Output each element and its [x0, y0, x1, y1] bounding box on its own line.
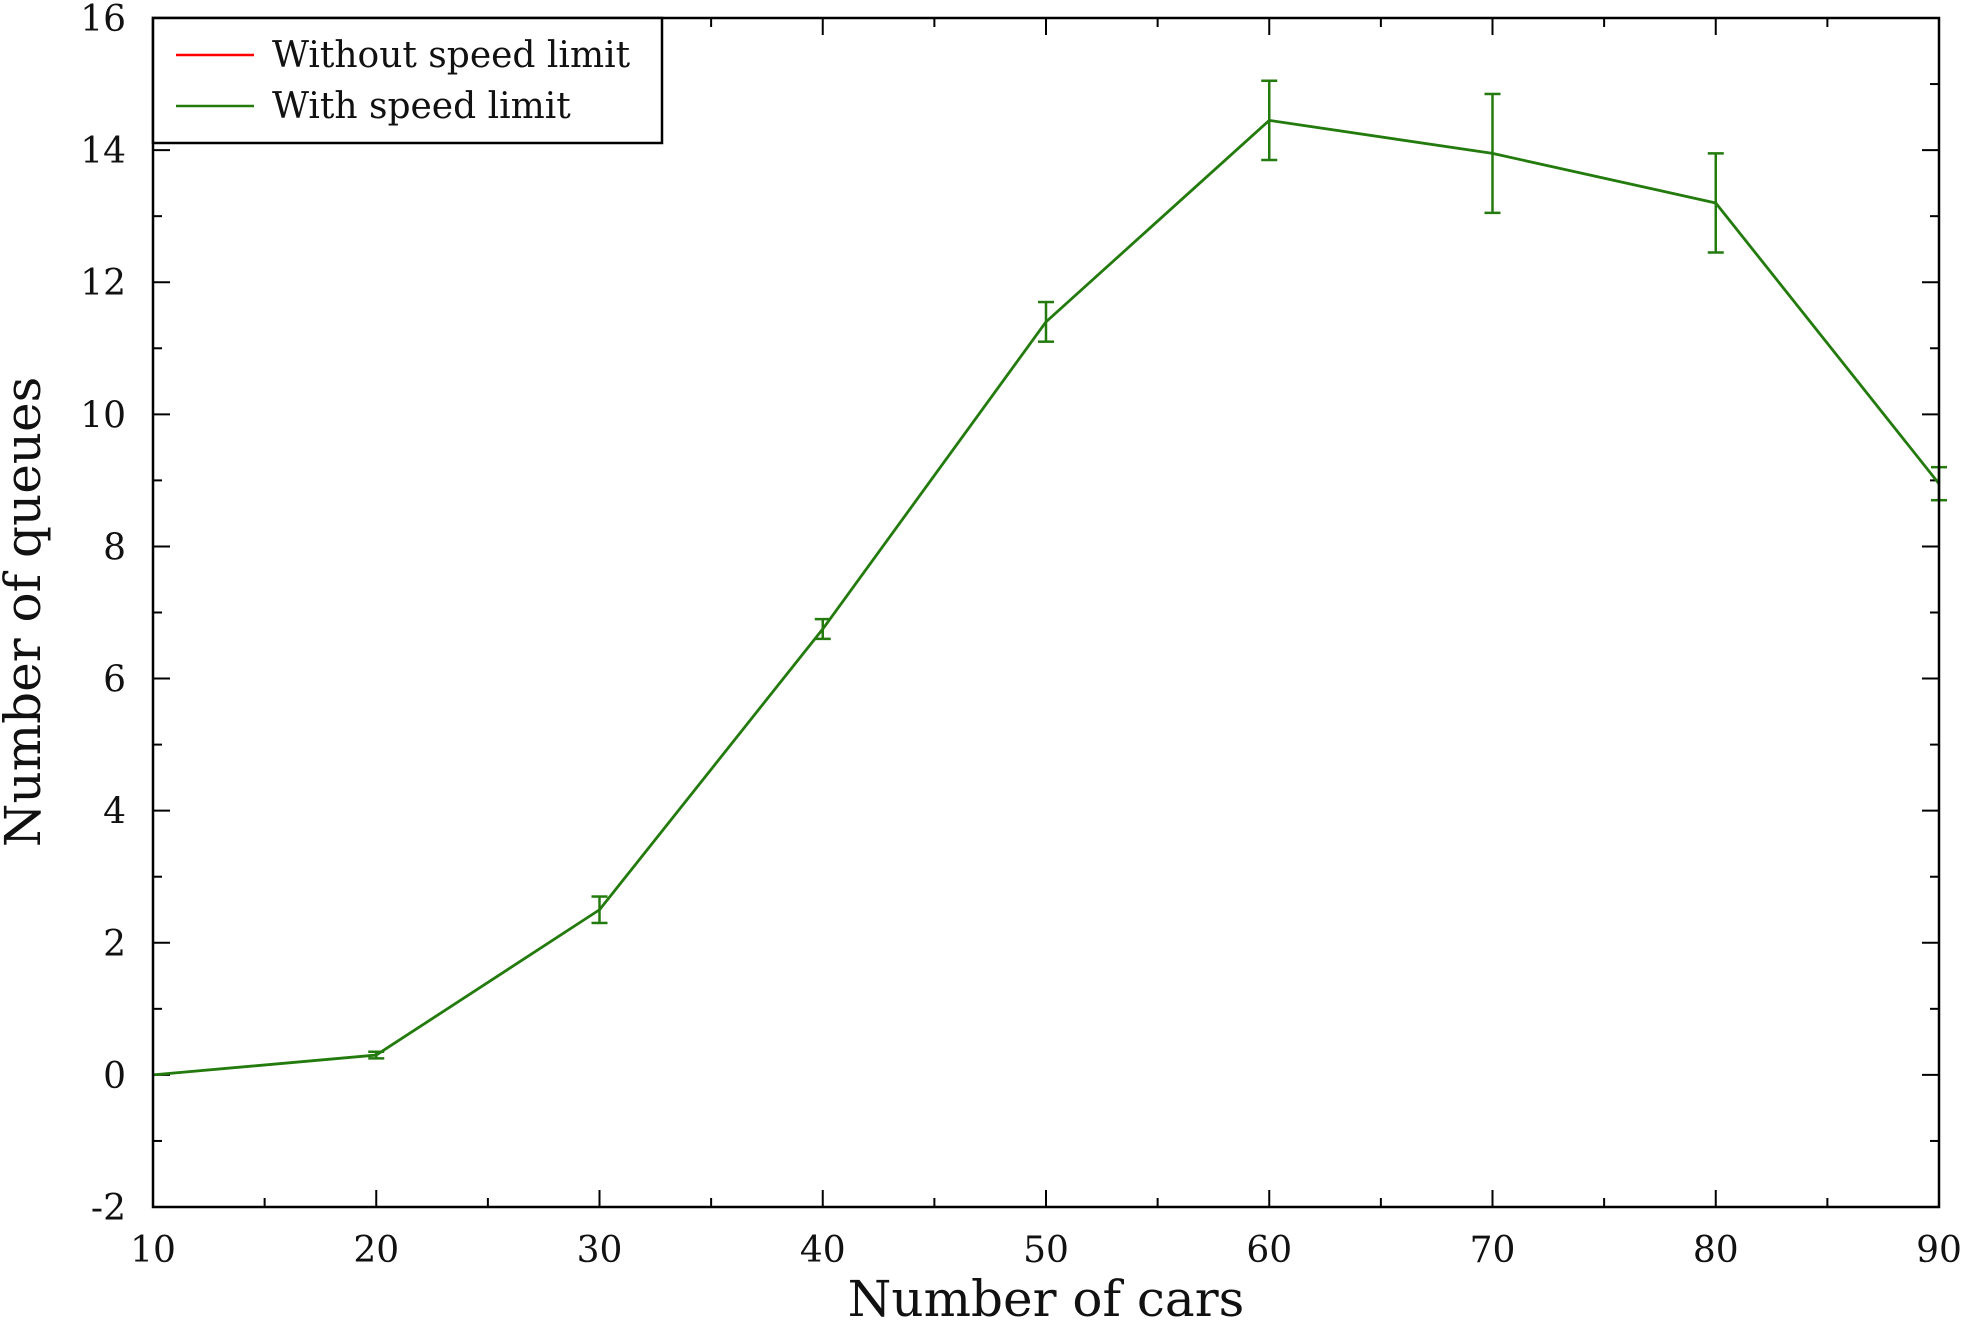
y-tick-label: 6 [103, 660, 126, 701]
x-tick-label: 40 [800, 1230, 846, 1271]
y-tick-label: 16 [80, 0, 126, 40]
y-tick-label: -2 [91, 1188, 126, 1229]
legend-box [151, 16, 664, 145]
x-tick-label: 90 [1916, 1230, 1961, 1271]
legend-label-with-speed-limit: With speed limit [272, 86, 571, 127]
legend: Without speed limit With speed limit [151, 16, 664, 145]
plot-frame [151, 16, 1941, 1209]
series-layer [152, 79, 1947, 1077]
y-tick-label: 14 [80, 131, 126, 172]
y-tick-label: 4 [103, 792, 126, 833]
tick-labels: 10 20 30 40 50 60 70 80 90 -2 0 2 4 6 8 10 12 14 16 [80, 0, 1961, 1271]
y-tick-label: 2 [103, 924, 126, 965]
x-tick-label: 70 [1470, 1230, 1516, 1271]
x-tick-label: 30 [577, 1230, 623, 1271]
x-tick-label: 50 [1023, 1230, 1069, 1271]
y-tick-label: 0 [103, 1056, 126, 1097]
series-line [152, 118, 1941, 1077]
x-axis-title: Number of cars [848, 1270, 1245, 1328]
y-tick-label: 12 [80, 263, 126, 304]
y-axis-title: Number of queues [0, 377, 52, 848]
x-tick-label: 60 [1246, 1230, 1292, 1271]
minor-ticks [153, 18, 1939, 1207]
legend-label-without-speed-limit: Without speed limit [272, 35, 631, 76]
y-tick-label: 8 [103, 527, 126, 568]
major-ticks [152, 17, 1940, 1208]
x-tick-label: 20 [353, 1230, 399, 1271]
x-tick-label: 80 [1693, 1230, 1739, 1271]
series-1 [152, 79, 1947, 1077]
y-tick-label: 10 [80, 395, 126, 436]
x-tick-label: 10 [130, 1230, 176, 1271]
